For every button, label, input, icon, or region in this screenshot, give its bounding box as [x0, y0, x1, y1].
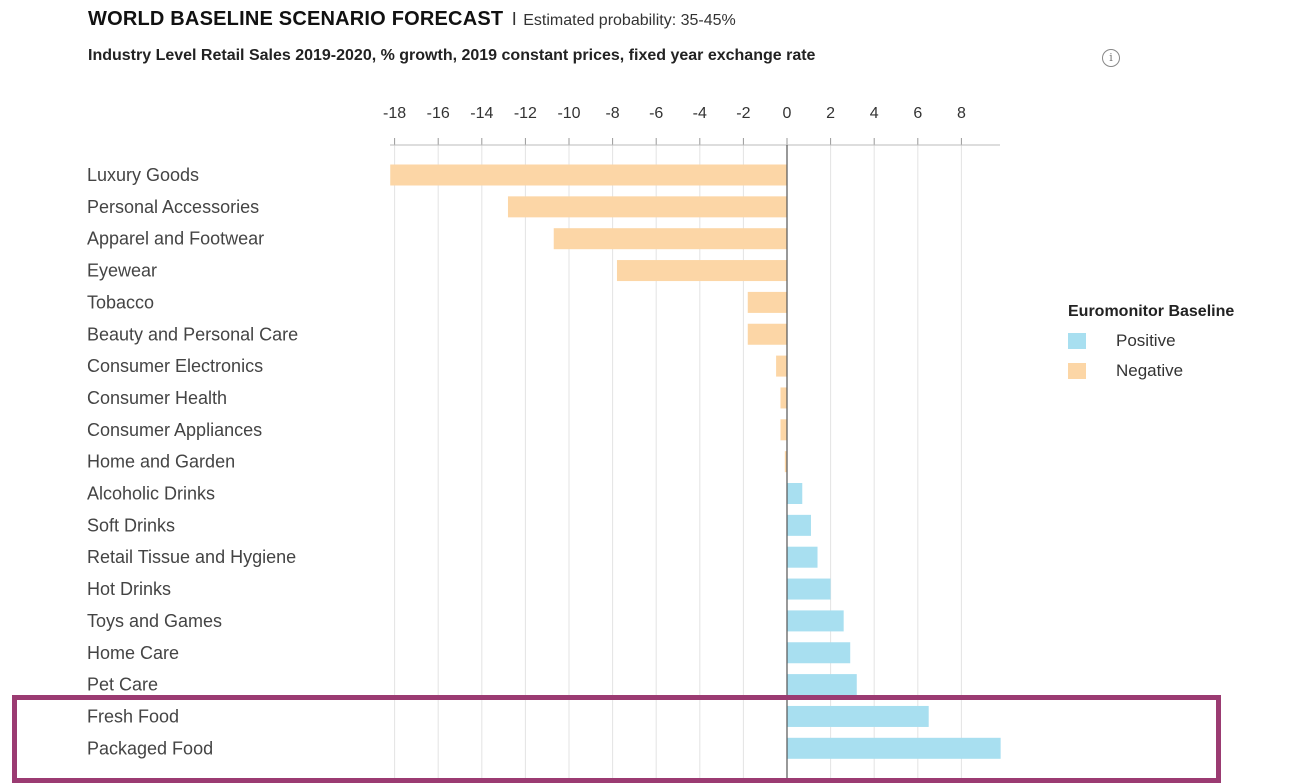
x-tick-label: 0	[783, 105, 792, 122]
category-label: Apparel and Footwear	[87, 229, 264, 249]
x-tick-label: -2	[736, 105, 750, 122]
legend-label-positive: Positive	[1116, 331, 1176, 350]
x-tick-label: -4	[693, 105, 707, 122]
category-label: Eyewear	[87, 261, 157, 281]
bar	[616, 260, 787, 282]
category-label: Personal Accessories	[87, 197, 259, 217]
title-separator: I	[511, 9, 517, 29]
bar	[776, 355, 787, 377]
category-label: Luxury Goods	[87, 165, 199, 185]
x-tick-label: 8	[957, 105, 966, 122]
legend-item-negative: Negative	[1068, 361, 1234, 381]
bar	[784, 451, 787, 473]
category-label: Tobacco	[87, 292, 154, 312]
legend-swatch-positive	[1068, 333, 1086, 349]
bar	[390, 164, 787, 186]
category-label: Consumer Health	[87, 388, 227, 408]
bar	[780, 387, 787, 409]
x-tick-label: -12	[514, 105, 537, 122]
info-icon[interactable]: i	[1102, 49, 1120, 67]
bar	[787, 610, 844, 632]
category-label: Home and Garden	[87, 452, 235, 472]
category-label: Fresh Food	[87, 706, 179, 726]
legend: Euromonitor Baseline Positive Negative	[1068, 303, 1234, 381]
x-tick-label: -18	[383, 105, 406, 122]
category-label: Retail Tissue and Hygiene	[87, 547, 296, 567]
category-label: Packaged Food	[87, 738, 213, 758]
x-tick-label: -8	[605, 105, 619, 122]
category-label: Beauty and Personal Care	[87, 324, 298, 344]
chart-title-line: WORLD BASELINE SCENARIO FORECAST I Estim…	[88, 8, 736, 31]
bar	[787, 546, 818, 568]
bar	[780, 419, 787, 441]
bar	[507, 196, 787, 218]
category-label: Toys and Games	[87, 611, 222, 631]
chart-title: WORLD BASELINE SCENARIO FORECAST	[88, 8, 504, 30]
category-label: Soft Drinks	[87, 515, 175, 535]
category-label: Hot Drinks	[87, 579, 171, 599]
category-label: Consumer Appliances	[87, 420, 262, 440]
bar	[553, 228, 787, 250]
x-tick-label: 6	[913, 105, 922, 122]
category-label: Home Care	[87, 643, 179, 663]
chart-subtitle: Industry Level Retail Sales 2019-2020, %…	[88, 47, 816, 64]
bar	[787, 705, 929, 727]
category-label: Pet Care	[87, 675, 158, 695]
x-tick-label: -10	[557, 105, 580, 122]
x-tick-label: -6	[649, 105, 663, 122]
legend-label-negative: Negative	[1116, 361, 1184, 380]
bar	[787, 737, 1001, 759]
legend-item-positive: Positive	[1068, 331, 1234, 351]
bar	[787, 578, 831, 600]
bar	[787, 674, 857, 696]
probability-note: Estimated probability: 35-45%	[523, 12, 736, 29]
bar	[787, 483, 803, 504]
legend-swatch-negative	[1068, 363, 1086, 379]
legend-title: Euromonitor Baseline	[1068, 303, 1235, 320]
x-tick-label: -16	[427, 105, 450, 122]
category-label: Alcoholic Drinks	[87, 484, 215, 504]
bar	[747, 323, 787, 345]
x-tick-label: 4	[870, 105, 879, 122]
x-tick-label: -14	[470, 105, 493, 122]
x-tick-label: 2	[826, 105, 835, 122]
category-label: Consumer Electronics	[87, 356, 263, 376]
bar	[747, 291, 787, 313]
bar	[787, 514, 811, 536]
bar	[787, 642, 851, 664]
